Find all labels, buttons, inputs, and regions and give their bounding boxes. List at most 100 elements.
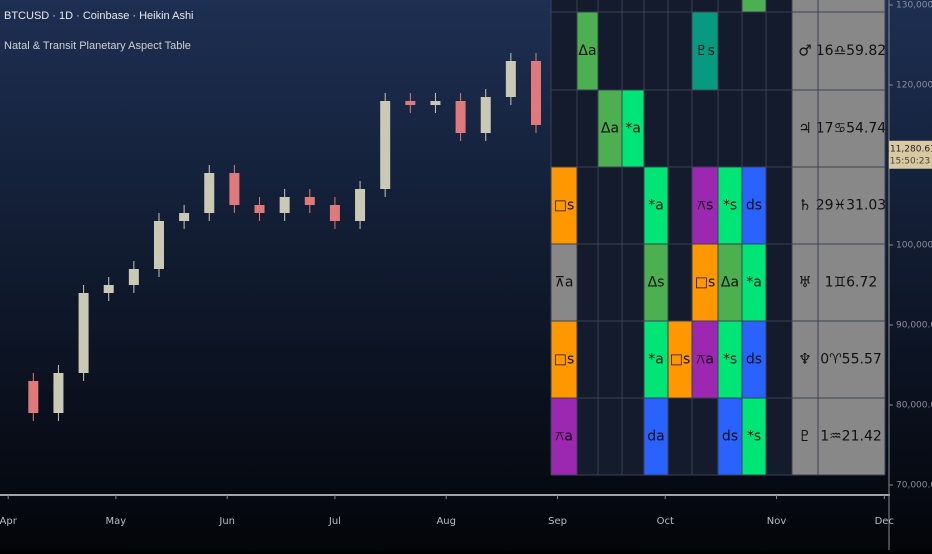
price-tag [889,140,932,169]
indicator-title[interactable]: Natal & Transit Planetary Aspect Table [4,40,191,52]
candle [505,61,516,97]
aspect-cell [644,321,668,398]
aspect-cell [551,398,577,475]
candle [405,101,416,105]
planet-cell [792,398,885,475]
aspect-label: *s [723,352,737,368]
aspect-cell [718,167,742,244]
y-tick-label: 100,000.00 [896,241,932,251]
candle [530,61,541,125]
planet-position: 0♈55.57 [820,352,882,368]
y-tick-label: 120,000.00 [896,81,932,91]
aspect-label: *a [625,121,641,137]
table-top-row [792,0,885,12]
price-tag-label: 111,280.61 [884,144,932,154]
candle [78,293,89,373]
candle [254,205,265,213]
candle [28,381,39,413]
aspect-cell [644,398,668,475]
x-tick-label: Apr [0,516,18,527]
aspect-label: *s [723,198,737,214]
candle [480,97,491,133]
planet-glyph: ♅ [798,273,811,291]
aspect-label: *s [747,429,761,445]
x-tick-label: Sep [548,516,567,527]
candle [279,197,290,213]
symbol-title[interactable]: BTCUSD · 1D · Coinbase · Heikin Ashi [4,10,194,22]
aspect-cell [692,244,718,321]
y-tick-label: 80,000.00 [896,401,932,411]
planet-position: 17♋54.74 [816,121,887,137]
y-tick-label: 70,000.00 [896,481,932,491]
planet-cell [792,244,885,321]
planet-glyph: ♆ [798,350,811,368]
planet-cell [792,167,885,244]
aspect-cell [551,244,577,321]
aspect-label: ds [746,352,762,368]
candle [380,101,391,189]
aspect-label: □s [670,352,691,368]
aspect-label: ⚻a [555,429,573,445]
x-tick-label: Jun [218,516,235,527]
x-tick-label: Dec [875,516,894,527]
aspect-cell [742,244,766,321]
planet-position: 1♊6.72 [825,275,878,291]
aspect-cell [718,398,742,475]
aspect-cell [718,321,742,398]
candle [204,173,215,213]
aspect-cell [551,167,577,244]
aspect-cell [742,167,766,244]
planet-glyph: ♃ [798,119,811,137]
candle [128,269,139,285]
aspect-cell [692,167,718,244]
aspect-cell [668,321,692,398]
aspect-cell [644,167,668,244]
countdown: 15:50:23 [890,156,930,166]
x-tick-label: Nov [767,516,787,527]
aspect-label: ⚻a [696,352,714,368]
candle [355,189,366,221]
aspect-label: ⚻s [697,198,714,214]
aspect-label: Δs [648,275,665,291]
aspect-label: □s [554,352,575,368]
candle [153,221,164,269]
aspect-label: ds [722,429,738,445]
x-tick-label: Aug [436,516,456,527]
aspect-cell [598,90,622,167]
planet-glyph: ♇ [798,427,811,445]
aspect-cell [742,321,766,398]
aspect-label: Δa [578,43,596,59]
candle [455,101,466,133]
aspect-label: ds [746,198,762,214]
planet-cell [792,12,885,90]
candle [229,173,240,205]
aspect-label: □s [695,275,716,291]
candle [329,205,340,221]
aspect-cell [692,321,718,398]
candle [430,101,441,105]
aspect-label: ♇s [695,43,715,59]
aspect-cell [692,12,718,90]
aspect-label: ⊼a [555,275,574,291]
x-tick-label: May [106,516,127,527]
aspect-label: *a [648,198,664,214]
table-top-cell [742,0,766,12]
planet-position: 1♒21.42 [820,429,882,445]
candle [103,285,114,293]
candle [53,373,64,413]
aspect-label: *a [648,352,664,368]
aspect-cell [622,90,644,167]
aspect-label: □s [554,198,575,214]
candle [179,213,190,221]
planet-glyph: ♂ [798,42,811,60]
x-tick-label: Jul [328,516,341,527]
aspect-label: *a [746,275,762,291]
y-tick-label: 130,000.00 [896,1,932,11]
x-tick-label: Oct [657,516,674,527]
planet-position: 29♓31.03 [816,198,886,214]
aspect-label: Δa [601,121,619,137]
planet-glyph: ♄ [798,196,811,214]
planet-position: 16♎59.82 [816,43,886,59]
aspect-label: da [647,429,664,445]
